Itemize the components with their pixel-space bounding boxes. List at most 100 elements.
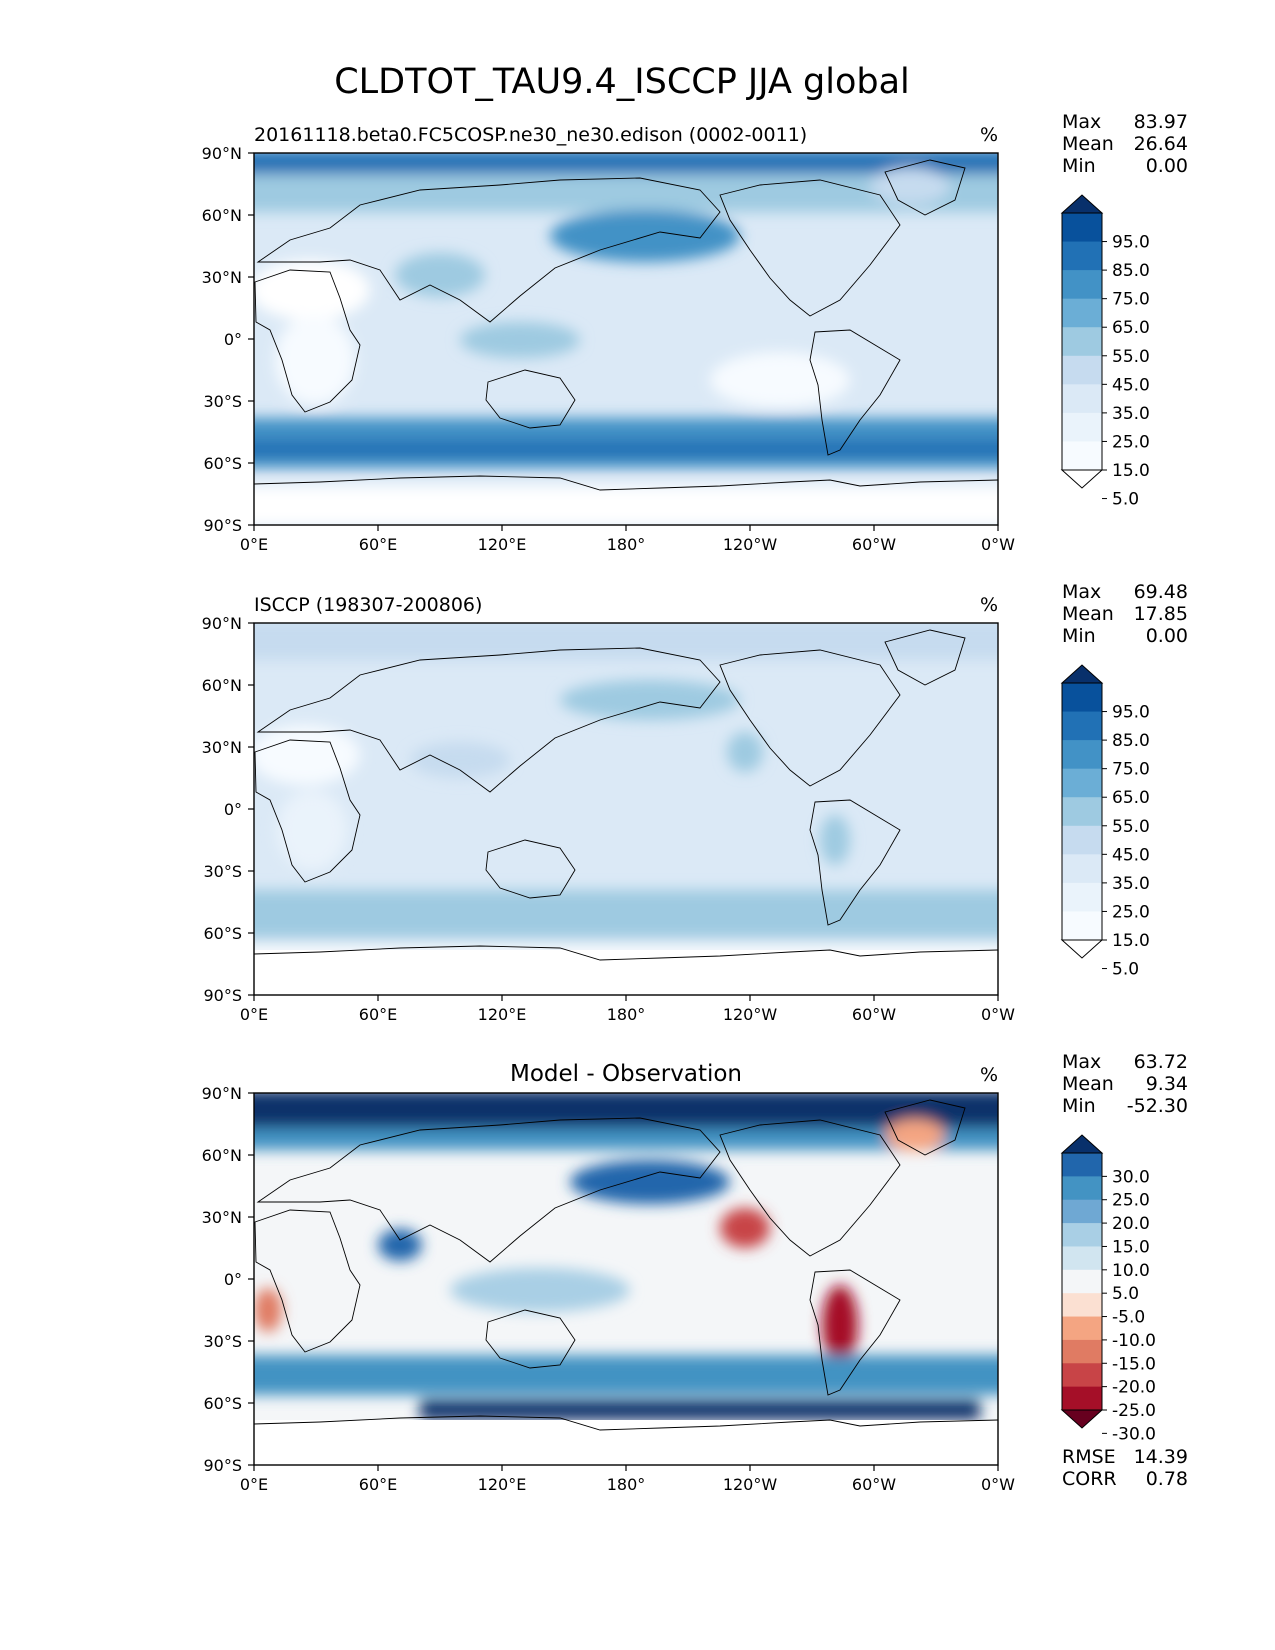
colorbar-swatch [1062,213,1102,243]
north-pacific-cloud [550,210,740,262]
colorbar-tick-label: -30.0 [1112,1424,1156,1444]
southern-ocean-diff [254,1355,998,1395]
colorbar-tick-label: 20.0 [1112,1214,1150,1234]
antarctica-coast [254,1415,998,1431]
x-tick-label: 120°W [723,1005,778,1024]
colorbar-swatch [1062,355,1102,385]
colorbar-swatch [1062,882,1102,912]
units-label: % [980,124,998,146]
colorbar-swatch [1062,1386,1102,1411]
y-tick-label: 60°N [202,206,242,225]
y-tick-label: 30°S [203,1332,242,1351]
colorbar-swatch [1062,1176,1102,1201]
stat-label: Min [1062,625,1096,647]
stat-value: 69.48 [1134,581,1188,603]
subarctic-band [254,1128,998,1150]
y-tick-label: 60°N [202,676,242,695]
x-tick-label: 60°W [852,1005,896,1024]
coastlines [254,629,998,961]
colorbar-frame [1061,212,1103,471]
california-cloud [727,732,763,772]
x-tick-label: 120°W [723,535,778,554]
panel-difference [253,1092,999,1466]
stat-label: Max [1062,1051,1101,1073]
eurasia-coast [256,177,721,323]
colorbar-frame [1061,682,1103,941]
x-tick-label: 180° [607,1475,646,1494]
eurasia-coast [256,647,721,793]
colorbar-tick-label: 15.0 [1112,1237,1150,1257]
colorbar-extend-max [1060,194,1104,214]
y-tick-label: 90°S [203,516,242,535]
greenland-negative [885,1119,945,1151]
x-tick-label: 0°E [240,535,268,554]
colorbar-tick-label: 85.0 [1112,261,1150,281]
colorbar-swatch [1062,1363,1102,1388]
y-tick-label: 90°S [203,986,242,1005]
x-tick-label: 0°W [981,1005,1015,1024]
antarctica-coast [254,945,998,961]
y-tick-label: 30°N [202,1208,242,1227]
colorbar-swatch [1062,298,1102,328]
africa-coast [254,269,361,413]
greenland-low [870,168,950,204]
north-america-coast [719,179,901,317]
x-tick-label: 120°E [478,1475,527,1494]
stat-value: 63.72 [1134,1051,1188,1073]
south-america-coast [809,799,901,926]
map-reference [254,623,998,995]
africa-coast [254,739,361,883]
coastlines [254,159,998,491]
y-tick-label: 90°N [202,144,242,163]
x-tick-label: 60°W [852,1475,896,1494]
tibet-cloud [395,253,485,297]
north-america-coast [719,649,901,787]
map-test [254,153,998,525]
africa-positive [378,1229,422,1261]
colorbar-swatch [1062,768,1102,798]
extra-stat-value: 14.39 [1134,1446,1188,1468]
southern-ocean-core [254,440,998,458]
colorbar-swatch [1062,1246,1102,1271]
australia-coast [485,369,576,429]
arctic-band [254,623,998,660]
stat-label: Min [1062,1095,1096,1117]
panel-title: 20161118.beta0.FC5COSP.ne30_ne30.edison … [254,124,807,146]
colorbar-tick-label: 5.0 [1112,1284,1139,1304]
stat-value: 9.34 [1146,1073,1188,1095]
units-label: % [980,1064,998,1086]
colorbar-swatch [1062,825,1102,855]
x-tick-label: 0°E [240,1005,268,1024]
y-tick-label: 60°S [203,924,242,943]
stat-value: -52.30 [1127,1095,1188,1117]
colorbar-tick-label: 45.0 [1112,375,1150,395]
indo-cloud [460,322,580,358]
y-tick-label: 0° [224,800,242,819]
x-tick-label: 0°W [981,1475,1015,1494]
peru-cloud [820,815,850,865]
y-tick-label: 60°N [202,1146,242,1165]
stat-value: 17.85 [1134,603,1188,625]
eurasia-coast [256,1117,721,1263]
extra-stat-value: 0.78 [1146,1468,1188,1490]
stat-label: Max [1062,581,1101,603]
colorbar-tick-label: 15.0 [1112,461,1150,481]
colorbar-tick-label: 15.0 [1112,931,1150,951]
y-tick-label: 30°S [203,392,242,411]
colorbar-tick-label: 35.0 [1112,404,1150,424]
colorbar-swatch [1062,384,1102,414]
antarctica-clear [254,486,998,525]
colorbar-tick-label: 65.0 [1112,318,1150,338]
colorbar-tick-label: -20.0 [1112,1378,1156,1398]
map-background [254,623,998,995]
y-tick-label: 30°N [202,268,242,287]
colorbar-extend-max [1060,664,1104,684]
x-tick-label: 120°E [478,535,527,554]
colorbar-frame [1061,1152,1103,1411]
colorbar-swatch [1062,683,1102,713]
stat-label: Mean [1062,1073,1114,1095]
colorbar-tick-label: 75.0 [1112,290,1150,310]
indo-positive [450,1268,630,1312]
colorbar-swatch [1062,1339,1102,1364]
